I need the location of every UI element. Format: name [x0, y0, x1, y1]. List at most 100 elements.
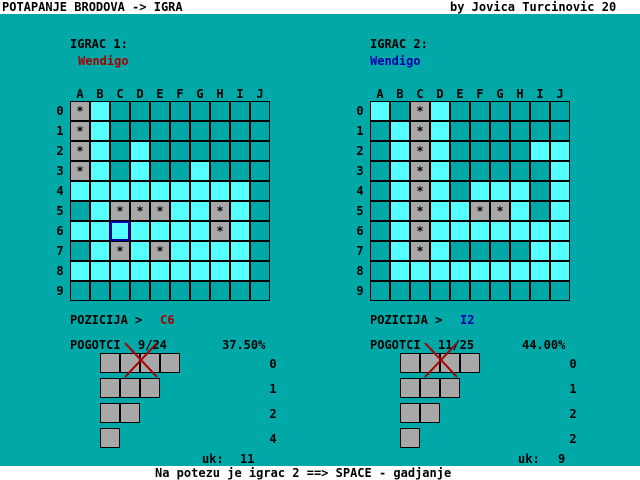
board-cell-d3[interactable] [430, 161, 450, 181]
board-cell-j7[interactable] [250, 241, 270, 261]
board-cell-e2[interactable] [150, 141, 170, 161]
board-cell-a5[interactable] [70, 201, 90, 221]
board-cell-e2[interactable] [450, 141, 470, 161]
board-cell-j8[interactable] [550, 261, 570, 281]
board-cell-d3[interactable] [130, 161, 150, 181]
board-cell-b6[interactable] [90, 221, 110, 241]
board-cell-j0[interactable] [550, 101, 570, 121]
board-cell-d2[interactable] [430, 141, 450, 161]
board-cell-i3[interactable] [230, 161, 250, 181]
board-cell-f4[interactable] [470, 181, 490, 201]
board-cell-g1[interactable] [190, 121, 210, 141]
board-cell-h7[interactable] [510, 241, 530, 261]
board-cell-g5[interactable] [190, 201, 210, 221]
board-cell-c5[interactable]: * [110, 201, 130, 221]
board-cell-f6[interactable] [470, 221, 490, 241]
board-cell-i3[interactable] [530, 161, 550, 181]
board-cell-f5[interactable]: * [470, 201, 490, 221]
board-cell-f8[interactable] [470, 261, 490, 281]
board-cell-h1[interactable] [210, 121, 230, 141]
board-cell-j9[interactable] [550, 281, 570, 301]
board-cell-d0[interactable] [130, 101, 150, 121]
board-cell-d2[interactable] [130, 141, 150, 161]
board-cell-g7[interactable] [190, 241, 210, 261]
board-cell-a4[interactable] [370, 181, 390, 201]
board-cell-d0[interactable] [430, 101, 450, 121]
board-cell-h3[interactable] [210, 161, 230, 181]
board-cell-h8[interactable] [210, 261, 230, 281]
board-cell-d1[interactable] [130, 121, 150, 141]
board-cell-g6[interactable] [490, 221, 510, 241]
board-cell-c9[interactable] [110, 281, 130, 301]
board-cell-d6[interactable] [130, 221, 150, 241]
board-cell-g1[interactable] [490, 121, 510, 141]
board-cell-j3[interactable] [550, 161, 570, 181]
board-cell-b2[interactable] [90, 141, 110, 161]
board-cell-e1[interactable] [450, 121, 470, 141]
board-cell-b2[interactable] [390, 141, 410, 161]
board-cell-h4[interactable] [510, 181, 530, 201]
board-cell-h1[interactable] [510, 121, 530, 141]
board-cell-b8[interactable] [90, 261, 110, 281]
board-cell-g0[interactable] [490, 101, 510, 121]
board-cell-h5[interactable]: * [210, 201, 230, 221]
board-cell-b0[interactable] [90, 101, 110, 121]
board-cell-d5[interactable]: * [130, 201, 150, 221]
board-cell-d4[interactable] [430, 181, 450, 201]
board-cell-j2[interactable] [250, 141, 270, 161]
board-cell-i4[interactable] [230, 181, 250, 201]
board-cell-d7[interactable] [130, 241, 150, 261]
board-cell-j5[interactable] [550, 201, 570, 221]
board-cell-b6[interactable] [390, 221, 410, 241]
board-cell-e8[interactable] [150, 261, 170, 281]
board-cell-d6[interactable] [430, 221, 450, 241]
board-cell-c3[interactable]: * [410, 161, 430, 181]
board-cell-i7[interactable] [230, 241, 250, 261]
board-cell-e3[interactable] [150, 161, 170, 181]
board-cell-b5[interactable] [90, 201, 110, 221]
board-cell-b9[interactable] [90, 281, 110, 301]
board-cell-d4[interactable] [130, 181, 150, 201]
board-cell-d1[interactable] [430, 121, 450, 141]
board-cell-f5[interactable] [170, 201, 190, 221]
board-cell-c6[interactable]: * [410, 221, 430, 241]
board-cell-a6[interactable] [70, 221, 90, 241]
board-cell-f7[interactable] [470, 241, 490, 261]
board-cell-a1[interactable] [370, 121, 390, 141]
board-cell-i8[interactable] [530, 261, 550, 281]
board-cell-g9[interactable] [490, 281, 510, 301]
board-cell-g9[interactable] [190, 281, 210, 301]
board-cell-f6[interactable] [170, 221, 190, 241]
board-cell-i0[interactable] [230, 101, 250, 121]
board-cell-f9[interactable] [170, 281, 190, 301]
board-cell-a3[interactable] [370, 161, 390, 181]
board-cell-a9[interactable] [370, 281, 390, 301]
board-cell-b5[interactable] [390, 201, 410, 221]
board-cell-c0[interactable]: * [410, 101, 430, 121]
board-cell-b9[interactable] [390, 281, 410, 301]
board-cell-f3[interactable] [470, 161, 490, 181]
board-cell-f4[interactable] [170, 181, 190, 201]
board-cell-b8[interactable] [390, 261, 410, 281]
board-cell-c4[interactable] [110, 181, 130, 201]
board-cell-h6[interactable]: * [210, 221, 230, 241]
board-cell-j1[interactable] [250, 121, 270, 141]
board-cell-e1[interactable] [150, 121, 170, 141]
board-cell-b7[interactable] [390, 241, 410, 261]
board-cell-i9[interactable] [230, 281, 250, 301]
board-cell-f0[interactable] [170, 101, 190, 121]
board-cell-a7[interactable] [370, 241, 390, 261]
board-cell-i8[interactable] [230, 261, 250, 281]
board-cell-d7[interactable] [430, 241, 450, 261]
board-cell-a9[interactable] [70, 281, 90, 301]
board-cell-j8[interactable] [250, 261, 270, 281]
board-cell-g4[interactable] [490, 181, 510, 201]
board-cell-f1[interactable] [170, 121, 190, 141]
board-cell-c7[interactable]: * [110, 241, 130, 261]
board-cell-b7[interactable] [90, 241, 110, 261]
board-cell-c7[interactable]: * [410, 241, 430, 261]
board-cell-a3[interactable]: * [70, 161, 90, 181]
board-cell-b3[interactable] [90, 161, 110, 181]
board-cell-c1[interactable] [110, 121, 130, 141]
board-cell-g5[interactable]: * [490, 201, 510, 221]
